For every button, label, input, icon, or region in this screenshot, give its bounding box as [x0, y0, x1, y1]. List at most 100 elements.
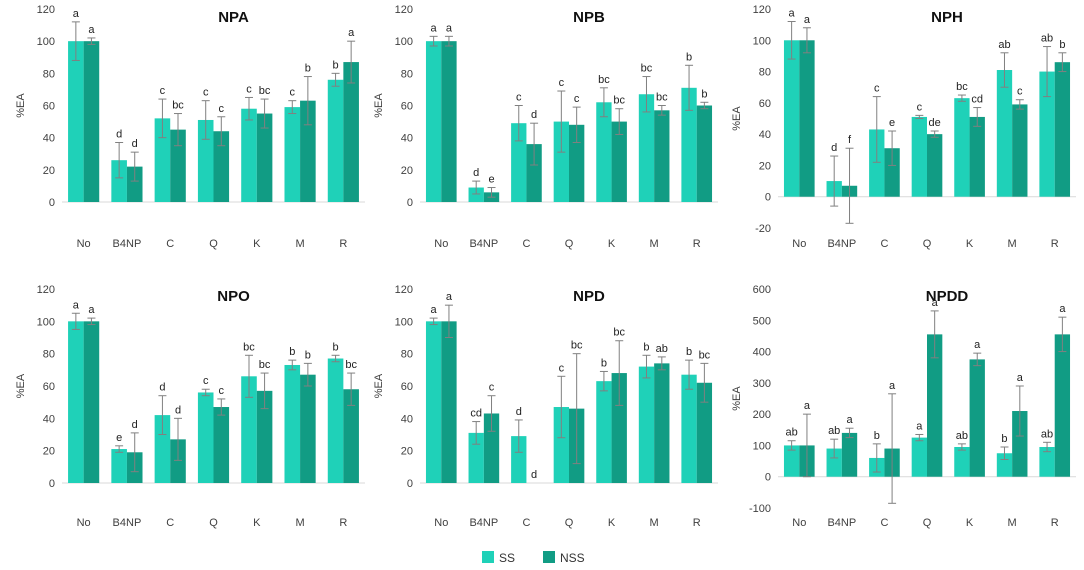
x-tick-label: M: [1008, 517, 1017, 529]
y-tick-label: 100: [37, 316, 55, 328]
x-tick-label: No: [77, 238, 91, 250]
x-tick-label: R: [339, 238, 347, 250]
bar-nss: [841, 432, 858, 477]
x-tick-label: Q: [209, 517, 218, 529]
x-tick-label: Q: [923, 238, 932, 250]
significance-label: a: [932, 297, 939, 309]
y-axis-label: %EA: [731, 386, 743, 411]
significance-label: b: [1059, 39, 1065, 51]
significance-label: a: [846, 414, 853, 426]
bar-nss: [927, 334, 943, 477]
significance-label: d: [531, 109, 537, 121]
x-tick-label: B4NP: [827, 517, 856, 529]
x-tick-label: No: [792, 517, 806, 529]
significance-label: bc: [613, 327, 625, 339]
significance-label: b: [289, 346, 295, 358]
bar-ss: [681, 374, 697, 483]
y-tick-label: 80: [401, 349, 413, 361]
bar-ss: [1039, 446, 1055, 477]
bar-ss: [638, 94, 655, 202]
x-tick-label: Q: [565, 238, 574, 250]
y-tick-label: 40: [401, 413, 413, 425]
x-tick-label: B4NP: [113, 238, 142, 250]
bar-ss: [596, 381, 612, 483]
x-tick-label: No: [792, 238, 806, 250]
bar-ss: [241, 376, 257, 483]
y-tick-label: 200: [753, 409, 771, 421]
legend-swatch-ss: [482, 551, 494, 563]
bar-ss: [553, 121, 569, 202]
significance-label: e: [116, 432, 122, 444]
x-tick-label: M: [295, 238, 304, 250]
bar-nss: [696, 382, 713, 483]
significance-label: c: [917, 101, 923, 113]
y-tick-label: 20: [401, 165, 413, 177]
x-tick-label: C: [522, 517, 530, 529]
y-tick-label: 20: [759, 160, 771, 172]
bar-nss: [441, 321, 457, 483]
bar-ss: [425, 321, 442, 483]
y-tick-label: 120: [37, 284, 55, 296]
y-tick-label: 20: [43, 165, 55, 177]
panel-title: NPDD: [926, 288, 969, 305]
significance-label: a: [1017, 372, 1024, 384]
y-tick-label: 80: [759, 67, 771, 79]
bar-nss: [170, 439, 186, 483]
y-tick-label: 20: [401, 446, 413, 458]
x-tick-label: C: [166, 517, 174, 529]
y-tick-label: 100: [395, 316, 413, 328]
significance-label: c: [516, 92, 522, 104]
significance-label: a: [88, 304, 95, 316]
significance-label: c: [246, 83, 252, 95]
significance-label: b: [643, 341, 649, 353]
significance-label: a: [73, 299, 80, 311]
panel-title: NPA: [218, 9, 249, 26]
significance-label: f: [848, 134, 852, 146]
significance-label: a: [804, 400, 811, 412]
significance-label: a: [916, 420, 923, 432]
y-tick-label: 0: [49, 197, 55, 209]
significance-label: bc: [613, 95, 625, 107]
y-axis-label: %EA: [15, 373, 27, 398]
x-tick-label: C: [166, 238, 174, 250]
bar-ss: [954, 98, 970, 197]
bar-ss: [241, 108, 257, 202]
bar-ss: [553, 407, 569, 483]
x-tick-label: B4NP: [827, 238, 856, 250]
y-tick-label: 100: [37, 36, 55, 48]
x-tick-label: K: [608, 517, 616, 529]
panel-title: NPB: [573, 9, 605, 26]
y-tick-label: 60: [401, 381, 413, 393]
bar-nss: [213, 131, 230, 202]
bar-ss: [197, 119, 214, 202]
significance-label: ab: [956, 430, 968, 442]
panel-title: NPO: [217, 288, 250, 305]
significance-label: b: [305, 349, 311, 361]
significance-label: d: [159, 382, 165, 394]
significance-label: b: [1001, 433, 1007, 445]
x-tick-label: B4NP: [469, 238, 498, 250]
bar-nss: [569, 124, 585, 202]
bar-ss: [284, 364, 301, 483]
y-tick-label: 40: [43, 413, 55, 425]
y-axis-label: %EA: [15, 93, 27, 118]
bar-nss: [1054, 62, 1071, 197]
panel-npd: NPD%EA020406080100120NoaaB4NPcdcCddQcbcK…: [373, 284, 718, 529]
significance-label: b: [701, 88, 707, 100]
panel-nph: NPH%EA-20020406080100120NoaaB4NPdfCceQcd…: [731, 4, 1076, 250]
significance-label: d: [531, 469, 537, 481]
bar-ss: [284, 107, 301, 202]
significance-label: b: [686, 51, 692, 63]
y-tick-label: 0: [765, 472, 771, 484]
bar-nss: [696, 105, 713, 202]
bar-nss: [611, 373, 627, 483]
x-tick-label: Q: [209, 238, 218, 250]
x-tick-label: M: [295, 517, 304, 529]
y-tick-label: 0: [765, 192, 771, 204]
significance-label: b: [601, 357, 607, 369]
bar-nss: [441, 41, 457, 202]
significance-label: bc: [172, 100, 184, 112]
x-tick-label: R: [339, 517, 347, 529]
y-tick-label: -20: [755, 223, 771, 235]
